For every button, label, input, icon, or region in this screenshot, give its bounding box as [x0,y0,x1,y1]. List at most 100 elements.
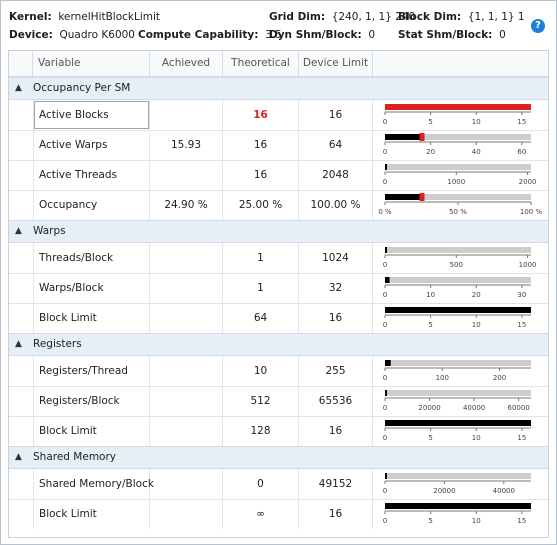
variable-cell[interactable]: Active Blocks [33,100,150,130]
achieved-cell [150,499,223,529]
gauge-tick-label: 20000 [418,404,440,412]
table-row-threads-block[interactable]: Threads/Block 1 1024 0 500 1000 [9,243,548,274]
gauge-cell: 0 5 10 15 [373,100,548,130]
occupancy-gauge: 0 % 50 % 100 % [378,193,543,216]
gauge-tick-label: 40000 [463,404,485,412]
gauge-track [385,247,531,253]
variable-cell[interactable]: Registers/Thread [33,356,150,386]
collapse-arrow-icon[interactable]: ▲ [15,226,22,236]
dyn-shm-info: Dyn Shm/Block: 0 [269,29,375,41]
gauge-tick-label: 0 [383,118,387,126]
variable-cell[interactable]: Warps/Block [33,273,150,303]
gauge-tick-label: 10 [472,321,481,329]
device-limit-cell: 16 [299,499,373,529]
table-row-block-limit[interactable]: Block Limit ∞ 16 0 5 10 15 [9,499,548,529]
variable-cell[interactable]: Active Warps [33,130,150,160]
variable-cell[interactable]: Threads/Block [33,243,150,273]
table-row-active-warps[interactable]: Active Warps 15.93 16 64 0 20 40 60 [9,130,548,161]
section-registers[interactable]: ▲ Registers [9,333,548,356]
collapse-arrow-icon[interactable]: ▲ [15,83,22,93]
gauge-track [385,390,531,396]
variable-cell[interactable]: Block Limit [33,303,150,333]
table-row-shared-memory-block[interactable]: Shared Memory/Block 0 49152 0 20000 40000 [9,469,548,500]
achieved-cell [150,416,223,446]
gauge-track [385,360,531,366]
column-header-variable[interactable]: Variable [33,51,150,76]
table-row-active-blocks[interactable]: Active Blocks 16 16 0 5 10 15 [9,100,548,131]
table-row-warps-block[interactable]: Warps/Block 1 32 0 10 20 30 [9,273,548,304]
gauge-tick-label: 15 [517,434,526,442]
gauge-tick-label: 0 [383,487,387,495]
stat-shm-label: Stat Shm/Block: [398,29,493,41]
compute-capability-info: Compute Capability: 3.5 [138,29,282,41]
help-icon[interactable]: ? [531,19,545,33]
section-occupancy-per-sm[interactable]: ▲ Occupancy Per SM [9,77,548,100]
table-row-occupancy[interactable]: Occupancy 24.90 % 25.00 % 100.00 % 0 % 50 % 10… [9,190,548,220]
device-limit-cell: 64 [299,130,373,160]
table-row-registers-thread[interactable]: Registers/Thread 10 255 0 100 200 [9,356,548,387]
gauge-tick-label: 1000 [519,261,537,269]
device-limit-cell: 1024 [299,243,373,273]
gauge-fill-theoretical [385,503,531,509]
gauge-tick-label: 40 [472,148,481,156]
achieved-cell [150,100,223,130]
stat-shm-value: 0 [499,29,506,41]
gauge-cell: 0 5 10 15 [373,499,548,529]
table-row-block-limit[interactable]: Block Limit 128 16 0 5 10 15 [9,416,548,446]
device-limit-cell: 100.00 % [299,190,373,220]
variable-cell[interactable]: Block Limit [33,499,150,529]
gauge-tick-label: 5 [428,321,432,329]
block-dim-info: Block Dim: {1, 1, 1} 1 [398,11,525,23]
gauge-cell: 0 1000 2000 [373,160,548,190]
gauge-cell: 0 100 200 [373,356,548,386]
device-limit-cell: 65536 [299,386,373,416]
gauge-tick-label: 10 [472,434,481,442]
device-limit-cell: 16 [299,416,373,446]
collapse-arrow-icon[interactable]: ▲ [15,452,22,462]
table-row-active-threads[interactable]: Active Threads 16 2048 0 1000 2000 [9,160,548,191]
gauge-tick-label: 40000 [493,487,515,495]
gauge-tick-label: 15 [517,321,526,329]
section-label: Shared Memory [33,451,117,463]
section-warps[interactable]: ▲ Warps [9,220,548,243]
variable-cell[interactable]: Occupancy [33,190,150,220]
achieved-cell [150,273,223,303]
gauge-tick-label: 10 [472,517,481,525]
grid-dim-info: Grid Dim: {240, 1, 1} 240 [269,11,415,23]
achieved-cell [150,356,223,386]
variable-cell[interactable]: Active Threads [33,160,150,190]
gauge-track [385,473,531,479]
device-limit-cell: 32 [299,273,373,303]
variable-cell[interactable]: Block Limit [33,416,150,446]
column-header-achieved[interactable]: Achieved [150,51,223,76]
gauge-tick-label: 0 [383,178,387,186]
variable-cell[interactable]: Registers/Block [33,386,150,416]
theoretical-cell: 512 [223,386,299,416]
table-row-block-limit[interactable]: Block Limit 64 16 0 5 10 15 [9,303,548,333]
achieved-cell [150,386,223,416]
column-header-device-limit[interactable]: Device Limit [299,51,373,76]
gauge-fill-theoretical [385,247,387,253]
gauge-tick-label: 100 % [520,208,543,216]
collapse-arrow-icon[interactable]: ▲ [15,339,22,349]
gauge-tick-label: 20 [426,148,435,156]
variable-cell[interactable]: Shared Memory/Block [33,469,154,499]
occupancy-gauge: 0 500 1000 [383,247,537,269]
section-shared-memory[interactable]: ▲ Shared Memory [9,446,548,469]
gauge-tick-label: 50 % [449,208,467,216]
gauge-tick-label: 500 [450,261,463,269]
compute-capability-value: 3.5 [265,29,282,41]
occupancy-gauge: 0 20000 40000 60000 [383,390,531,412]
kernel-label: Kernel: [9,11,52,23]
gauge-cell: 0 20000 40000 60000 [373,386,548,416]
table-row-registers-block[interactable]: Registers/Block 512 65536 0 20000 40000 60000 [9,386,548,417]
achieved-cell [150,469,223,499]
column-header-graph [373,51,548,76]
gauge-tick-label: 10 [472,118,481,126]
block-dim-label: Block Dim: [398,11,462,23]
gauge-fill-theoretical [385,420,531,426]
column-header-theoretical[interactable]: Theoretical [223,51,299,76]
block-dim-value: {1, 1, 1} 1 [467,11,525,23]
section-label: Registers [33,338,82,350]
occupancy-gauge: 0 100 200 [383,360,531,382]
